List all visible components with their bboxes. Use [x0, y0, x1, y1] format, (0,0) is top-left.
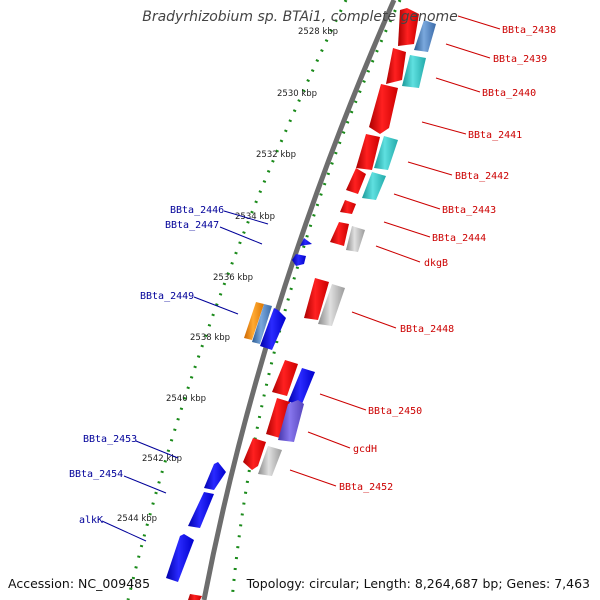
- label-bbta-2442[interactable]: BBta_2442: [455, 171, 509, 182]
- genome-backbone: [201, 0, 397, 600]
- kbp-tick-2538: 2538 kbp: [190, 333, 230, 343]
- kbp-tick-2536: 2536 kbp: [213, 273, 253, 283]
- forward-gene-labels: BBta_2438 BBta_2439 BBta_2440 BBta_2441 …: [339, 25, 556, 493]
- gene-bbta-2448[interactable]: [318, 284, 345, 326]
- gene-bbta-2440[interactable]: [402, 55, 426, 88]
- gene-dkgb[interactable]: [346, 226, 365, 252]
- gene-bbta-2444[interactable]: [340, 200, 356, 214]
- kbp-tick-labels: 2528 kbp 2530 kbp 2532 kbp 2534 kbp 2536…: [117, 27, 338, 524]
- reverse-label-connectors: [101, 210, 269, 542]
- gene-bbta-2450a[interactable]: [272, 360, 298, 396]
- gene-bbta-2438b[interactable]: [414, 20, 436, 52]
- gene-bbta-2449[interactable]: [260, 308, 286, 350]
- gene-bbta-2450c[interactable]: [266, 398, 290, 438]
- label-alkk[interactable]: alkK: [79, 515, 103, 526]
- reverse-genes: [166, 238, 312, 582]
- kbp-tick-2534: 2534 kbp: [235, 212, 275, 222]
- label-gcdh[interactable]: gcdH: [353, 444, 377, 455]
- gene-bbta-2449a[interactable]: [244, 302, 264, 340]
- gene-gcdh[interactable]: [278, 400, 304, 442]
- gene-bbta-2443b[interactable]: [362, 172, 386, 200]
- accession-text: Accession: NC_009485: [8, 576, 151, 591]
- forward-label-connectors: [289, 15, 501, 487]
- gene-bbta-2448a[interactable]: [304, 278, 329, 320]
- kbp-tick-2542: 2542 kbp: [142, 454, 182, 464]
- gene-bbta-2447[interactable]: [292, 254, 306, 266]
- label-bbta-2452[interactable]: BBta_2452: [339, 482, 393, 493]
- gene-bbta-2443[interactable]: [346, 168, 366, 194]
- label-bbta-2440[interactable]: BBta_2440: [482, 88, 536, 99]
- label-bbta-2439[interactable]: BBta_2439: [493, 54, 547, 65]
- kbp-tick-2532: 2532 kbp: [256, 150, 296, 160]
- gene-bbta-2438[interactable]: [398, 8, 419, 46]
- label-bbta-2453[interactable]: BBta_2453: [83, 434, 137, 445]
- gene-bbta-2450[interactable]: [288, 368, 315, 404]
- gene-alkk[interactable]: [166, 534, 194, 582]
- label-dkgb[interactable]: dkgB: [424, 258, 448, 269]
- gene-bbta-2439[interactable]: [386, 48, 406, 84]
- label-bbta-2454[interactable]: BBta_2454: [69, 469, 123, 480]
- gene-bbta-2441[interactable]: [369, 84, 398, 134]
- tick-track-forward: [230, 0, 402, 600]
- gene-bbta-2452[interactable]: [258, 446, 282, 476]
- gene-bbta-2442b[interactable]: [374, 136, 398, 170]
- gene-bbta-2442[interactable]: [356, 134, 380, 170]
- label-bbta-2449[interactable]: BBta_2449: [140, 291, 194, 302]
- label-bbta-2441[interactable]: BBta_2441: [468, 130, 522, 141]
- gene-bbta-2449b[interactable]: [252, 304, 272, 344]
- kbp-tick-2530: 2530 kbp: [277, 89, 317, 99]
- gene-bbta-2453[interactable]: [204, 462, 226, 490]
- kbp-tick-2528: 2528 kbp: [298, 27, 338, 37]
- label-bbta-2438[interactable]: BBta_2438: [502, 25, 556, 36]
- gene-gcdh-b[interactable]: [243, 438, 266, 470]
- reverse-gene-labels: BBta_2446 BBta_2447 BBta_2449 BBta_2453 …: [69, 205, 224, 526]
- label-bbta-2444[interactable]: BBta_2444: [432, 233, 486, 244]
- gene-bottom-partial[interactable]: [188, 594, 202, 600]
- topology-text: Topology: circular; Length: 8,264,687 bp…: [246, 576, 590, 591]
- label-bbta-2448[interactable]: BBta_2448: [400, 324, 454, 335]
- gene-bbta-2454[interactable]: [188, 492, 214, 528]
- forward-genes: [188, 8, 436, 600]
- label-bbta-2446[interactable]: BBta_2446: [170, 205, 224, 216]
- kbp-tick-2544: 2544 kbp: [117, 514, 157, 524]
- kbp-tick-2540: 2540 kbp: [166, 394, 206, 404]
- genome-title: Bradyrhizobium sp. BTAi1, complete genom…: [142, 9, 458, 25]
- label-bbta-2447[interactable]: BBta_2447: [165, 220, 219, 231]
- gene-dkgb-a[interactable]: [330, 222, 349, 246]
- label-bbta-2450[interactable]: BBta_2450: [368, 406, 422, 417]
- label-bbta-2443[interactable]: BBta_2443: [442, 205, 496, 216]
- gene-bbta-2446[interactable]: [300, 238, 312, 246]
